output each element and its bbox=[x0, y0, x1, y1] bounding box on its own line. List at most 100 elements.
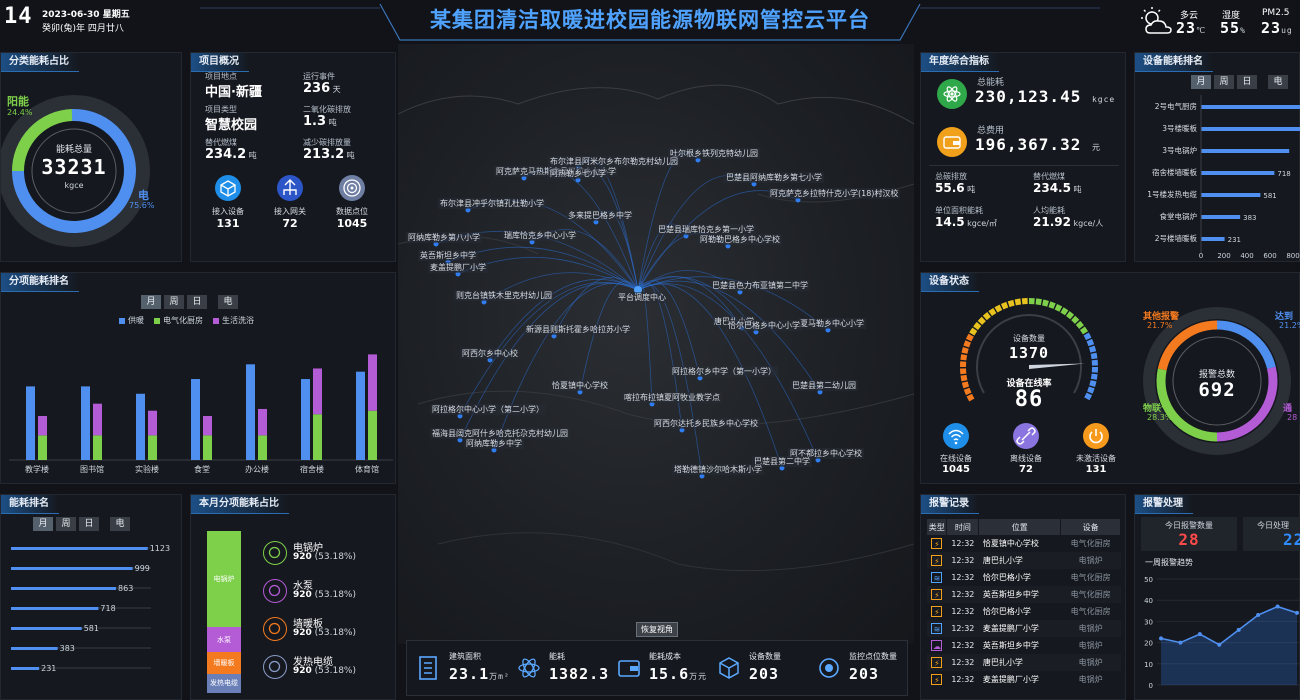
trend-point[interactable] bbox=[1217, 642, 1222, 647]
period-tab[interactable]: 电 bbox=[110, 517, 130, 531]
bar-kitchen[interactable] bbox=[368, 410, 377, 460]
trend-point[interactable] bbox=[1197, 632, 1202, 637]
map-school-label[interactable]: 阿不都拉乡中心学校 bbox=[788, 448, 864, 459]
period-tab[interactable]: 日 bbox=[187, 295, 207, 309]
bar-heating[interactable] bbox=[301, 379, 310, 460]
map-school-label[interactable]: 阿纳库勒乡中学 bbox=[464, 438, 524, 449]
trend-point[interactable] bbox=[1178, 640, 1183, 645]
map-school-label[interactable]: 阿拉格尔中心小学（第二小学） bbox=[430, 404, 546, 415]
period-tab[interactable]: 周 bbox=[56, 517, 76, 531]
bar-heating[interactable] bbox=[246, 364, 255, 460]
device-rank-bar[interactable] bbox=[1201, 237, 1225, 241]
map-school-label[interactable]: 福海县阔克阿什乡哈克托尕克村幼儿园 bbox=[430, 428, 570, 439]
map-school-label[interactable]: 吐尔根乡铁列克特幼儿园 bbox=[668, 148, 760, 159]
map-school-label[interactable]: 阿纳库勒乡第八小学 bbox=[406, 232, 482, 243]
rank-bar[interactable] bbox=[11, 667, 40, 670]
table-row[interactable]: ⚡ 12:32 英吾斯坦乡中学 电气化厨房 bbox=[927, 586, 1121, 603]
map-school-label[interactable]: 恰夏镇中心学校 bbox=[550, 380, 610, 391]
map-school-label[interactable]: 瑞库恰克乡中心小学 bbox=[502, 230, 578, 241]
map-school-label[interactable]: 则克台镇铁木里克村幼儿园 bbox=[454, 290, 554, 301]
map-school-label[interactable]: 新源县则斯托霍乡哈拉苏小学 bbox=[524, 324, 632, 335]
map-school-label[interactable]: 喀拉布拉镇夏阿牧业教学点 bbox=[622, 392, 722, 403]
bar-bath[interactable] bbox=[93, 403, 102, 436]
bar-bath[interactable] bbox=[258, 408, 267, 436]
bar-bath[interactable] bbox=[368, 354, 377, 411]
map-school-label[interactable]: 恰尔巴格乡中心小学 bbox=[726, 320, 802, 331]
device-rank-bar[interactable] bbox=[1201, 105, 1300, 109]
bar-kitchen[interactable] bbox=[258, 435, 267, 460]
map-school-label[interactable]: 英吾斯坦乡中学 bbox=[418, 250, 478, 261]
map-area[interactable]: 吐尔根乡铁列克特幼儿园阿克萨克马热斯克县叉拉乡七小学阿热勒乡七小学布尔津县阿米尔… bbox=[398, 44, 914, 644]
period-tab[interactable]: 日 bbox=[79, 517, 99, 531]
map-school-label[interactable]: 阿拉格尔乡中学（第一小学） bbox=[670, 366, 778, 377]
trend-point[interactable] bbox=[1236, 627, 1241, 632]
table-row[interactable]: ⚡ 12:32 唐巴扎小学 电锅炉 bbox=[927, 654, 1121, 671]
map-school-label[interactable]: 巴楚县第二中学 bbox=[752, 456, 812, 467]
trend-point[interactable] bbox=[1275, 604, 1280, 609]
bar-heating[interactable] bbox=[191, 379, 200, 460]
table-row[interactable]: ⚡ 12:32 麦盖提鹏厂小学 电锅炉 bbox=[927, 671, 1121, 688]
rank-bar[interactable] bbox=[11, 587, 117, 590]
alarm-arc[interactable] bbox=[1156, 320, 1278, 442]
map-school-label[interactable]: 夏马勒乡中心小学 bbox=[798, 318, 866, 329]
table-row[interactable]: ⚡ 12:32 唐巴扎小学 电锅炉 bbox=[927, 552, 1121, 569]
table-row[interactable]: ☁ 12:32 英吾斯坦乡中学 电锅炉 bbox=[927, 637, 1121, 654]
device-rank-bar[interactable] bbox=[1201, 149, 1290, 153]
rank-bar[interactable] bbox=[11, 647, 58, 650]
device-rank-bar[interactable] bbox=[1201, 193, 1261, 197]
rank-bar[interactable] bbox=[11, 547, 148, 550]
table-row[interactable]: ≋ 12:32 恰尔巴格小学 电气化厨房 bbox=[927, 569, 1121, 586]
bar-heating[interactable] bbox=[356, 371, 365, 460]
map-school-label[interactable]: 麦盖提鹏厂小学 bbox=[428, 262, 488, 273]
trend-point[interactable] bbox=[1295, 610, 1299, 615]
map-school-label[interactable]: 巴楚县第二幼儿园 bbox=[790, 380, 858, 391]
map-school-label[interactable]: 布尔津县阿米尔乡布尔勒克村幼儿园 bbox=[548, 156, 680, 167]
period-tab[interactable]: 周 bbox=[164, 295, 184, 309]
period-tab[interactable]: 月 bbox=[141, 295, 161, 309]
bar-kitchen[interactable] bbox=[93, 435, 102, 460]
bar-kitchen[interactable] bbox=[148, 435, 157, 460]
table-row[interactable]: ⚡ 12:32 恰夏镇中心学校 电气化厨房 bbox=[927, 535, 1121, 552]
period-tab[interactable]: 周 bbox=[1214, 75, 1234, 89]
dispatch-center-label[interactable]: 平台调度中心 bbox=[616, 292, 668, 303]
bar-kitchen[interactable] bbox=[38, 435, 47, 460]
trend-point[interactable] bbox=[1159, 636, 1163, 641]
period-tab[interactable]: 日 bbox=[1237, 75, 1257, 89]
recover-view-button[interactable]: 恢复视角 bbox=[636, 622, 678, 637]
map-school-label[interactable]: 塔勒德镇沙尔哈木斯小学 bbox=[672, 464, 764, 475]
map-school-label[interactable]: 多来提巴格乡中学 bbox=[566, 210, 634, 221]
map-school-label[interactable]: 巴楚县瑞库恰克乡第一小学 bbox=[656, 224, 756, 235]
bar-heating[interactable] bbox=[136, 393, 145, 460]
bar-bath[interactable] bbox=[313, 368, 322, 415]
rank-bar[interactable] bbox=[11, 627, 82, 630]
stack-segment[interactable]: 电锅炉 bbox=[207, 531, 241, 627]
device-rank-bar[interactable] bbox=[1201, 171, 1275, 175]
bar-bath[interactable] bbox=[148, 410, 157, 436]
map-school-label[interactable]: 阿勒勒巴格乡中心学校 bbox=[698, 234, 782, 245]
table-row[interactable]: ⚡ 12:32 恰尔巴格小学 电气化厨房 bbox=[927, 603, 1121, 620]
map-school-label[interactable]: 阿西尔乡中心校 bbox=[460, 348, 520, 359]
bar-kitchen[interactable] bbox=[203, 435, 212, 460]
bar-heating[interactable] bbox=[26, 386, 35, 460]
stack-segment[interactable]: 水泵 bbox=[207, 626, 241, 653]
period-tab[interactable]: 电 bbox=[1268, 75, 1288, 89]
rank-bar[interactable] bbox=[11, 567, 133, 570]
map-school-label[interactable]: 布尔津县冲乎尔镇孔杜勒小学 bbox=[438, 198, 546, 209]
map-school-label[interactable]: 巴楚县色力布亚镇第二中学 bbox=[710, 280, 810, 291]
map-school-label[interactable]: 巴楚县阿纳库勒乡第七小学 bbox=[724, 172, 824, 183]
device-rank-bar[interactable] bbox=[1201, 215, 1241, 219]
map-school-label[interactable]: 阿克萨克乡拉特什克小学(18)村汉校 bbox=[768, 188, 901, 199]
bar-heating[interactable] bbox=[81, 386, 90, 460]
stack-segment[interactable]: 墙暖板 bbox=[207, 652, 241, 674]
rank-bar[interactable] bbox=[11, 607, 99, 610]
device-rank-bar[interactable] bbox=[1201, 127, 1300, 131]
map-school-label[interactable]: 阿热勒乡七小学 bbox=[548, 168, 608, 179]
bar-kitchen[interactable] bbox=[313, 414, 322, 460]
alarm-arc[interactable] bbox=[1151, 315, 1284, 448]
trend-point[interactable] bbox=[1256, 613, 1261, 618]
bar-bath[interactable] bbox=[38, 416, 47, 436]
period-tab[interactable]: 月 bbox=[1191, 75, 1211, 89]
table-row[interactable]: ≋ 12:32 麦盖提鹏厂小学 电锅炉 bbox=[927, 620, 1121, 637]
period-tab[interactable]: 电 bbox=[218, 295, 238, 309]
bar-bath[interactable] bbox=[203, 416, 212, 436]
